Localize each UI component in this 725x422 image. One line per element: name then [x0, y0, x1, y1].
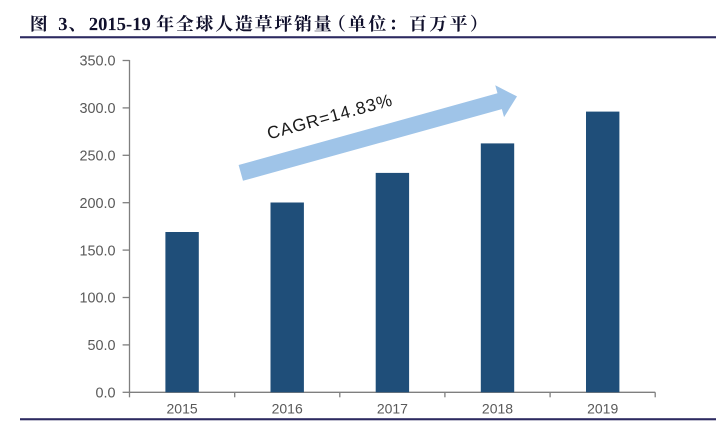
svg-text:200.0: 200.0: [79, 196, 115, 212]
svg-text:2019: 2019: [587, 400, 618, 416]
svg-text:300.0: 300.0: [79, 101, 115, 117]
svg-text:250.0: 250.0: [79, 149, 115, 165]
svg-text:2015: 2015: [167, 400, 198, 416]
svg-text:0.0: 0.0: [95, 386, 115, 402]
svg-text:150.0: 150.0: [79, 243, 115, 259]
svg-text:50.0: 50.0: [87, 338, 115, 354]
svg-text:350.0: 350.0: [79, 54, 115, 70]
svg-text:2017: 2017: [377, 400, 408, 416]
svg-text:100.0: 100.0: [79, 291, 115, 307]
svg-text:2016: 2016: [272, 400, 303, 416]
svg-text:2018: 2018: [482, 400, 513, 416]
